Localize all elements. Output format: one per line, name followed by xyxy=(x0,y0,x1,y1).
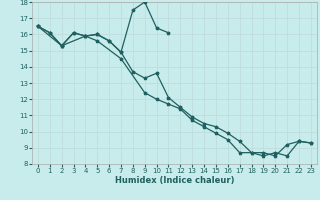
X-axis label: Humidex (Indice chaleur): Humidex (Indice chaleur) xyxy=(115,176,234,185)
